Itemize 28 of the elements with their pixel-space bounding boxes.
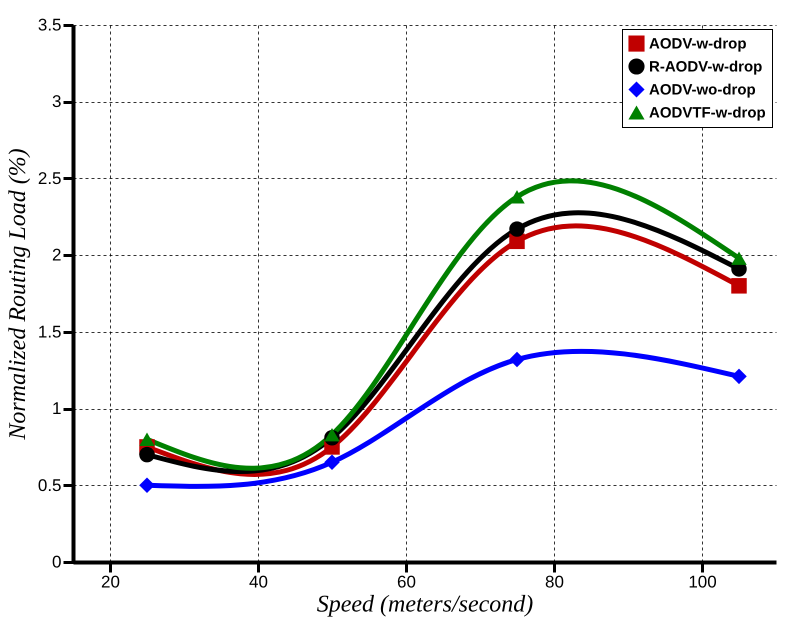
x-tick-label: 100 xyxy=(688,572,717,592)
y-tick-label: 3 xyxy=(52,92,62,112)
legend-label: AODV-w-drop xyxy=(649,36,746,52)
legend-label: AODV-wo-drop xyxy=(649,82,756,98)
x-tick-label: 80 xyxy=(545,572,564,592)
y-axis-title: Normalized Routing Load (%) xyxy=(4,148,31,441)
y-tick-label: 0.5 xyxy=(38,476,62,495)
y-tick-label: 3.5 xyxy=(38,16,62,34)
y-tick-label: 1.5 xyxy=(38,322,62,342)
x-axis-title: Speed (meters/second) xyxy=(316,592,534,618)
legend-label: R-AODV-w-drop xyxy=(649,58,762,76)
point xyxy=(324,454,340,470)
point xyxy=(139,446,155,462)
point xyxy=(509,221,525,237)
y-tick-label: 2 xyxy=(52,246,62,265)
point xyxy=(324,428,340,442)
x-tick-label: 40 xyxy=(249,572,268,592)
point xyxy=(731,252,747,265)
point xyxy=(731,368,747,384)
x-tick-label: 20 xyxy=(101,572,120,592)
legend-label: AODVTF-w-drop xyxy=(649,104,766,122)
point xyxy=(139,432,155,446)
y-tick-label: 0 xyxy=(52,552,62,572)
point xyxy=(509,352,525,368)
point xyxy=(731,278,747,294)
y-tick-label: 2.5 xyxy=(38,168,62,188)
x-tick-label: 60 xyxy=(397,572,416,592)
y-tick-label: 1 xyxy=(52,399,62,418)
